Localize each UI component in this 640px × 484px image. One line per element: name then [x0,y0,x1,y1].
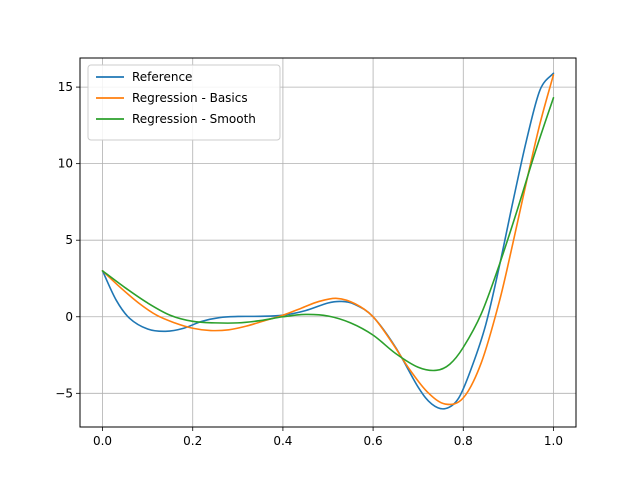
legend-label: Regression - Basics [132,91,248,105]
series-line-regression-smooth [101,97,555,372]
y-tick-label: 0 [65,310,73,324]
axes-frame [79,57,577,428]
x-tick-label: 0.6 [364,434,383,448]
legend-box [87,64,281,141]
y-tick-label: −5 [55,386,73,400]
y-tick-label: 15 [58,80,73,94]
x-tick-label: 0.4 [273,434,292,448]
x-tick-label: 0.2 [183,434,202,448]
axis-ticks: 0.0 0.2 0.4 0.6 0.8 1.0 −5 0 5 10 15 [55,80,563,448]
x-tick-label: 0.0 [93,434,112,448]
plot-series [101,72,555,410]
legend-label: Reference [132,70,192,84]
y-tick-label: 10 [58,157,73,171]
x-tick-label: 0.8 [454,434,473,448]
series-line-regression-basics [101,74,555,406]
series-line-reference [101,72,555,410]
y-tick-label: 5 [65,233,73,247]
x-tick-label: 1.0 [544,434,563,448]
legend: Reference Regression - Basics Regression -… [87,64,281,141]
legend-label: Regression - Smooth [132,112,256,126]
grid [80,58,576,427]
